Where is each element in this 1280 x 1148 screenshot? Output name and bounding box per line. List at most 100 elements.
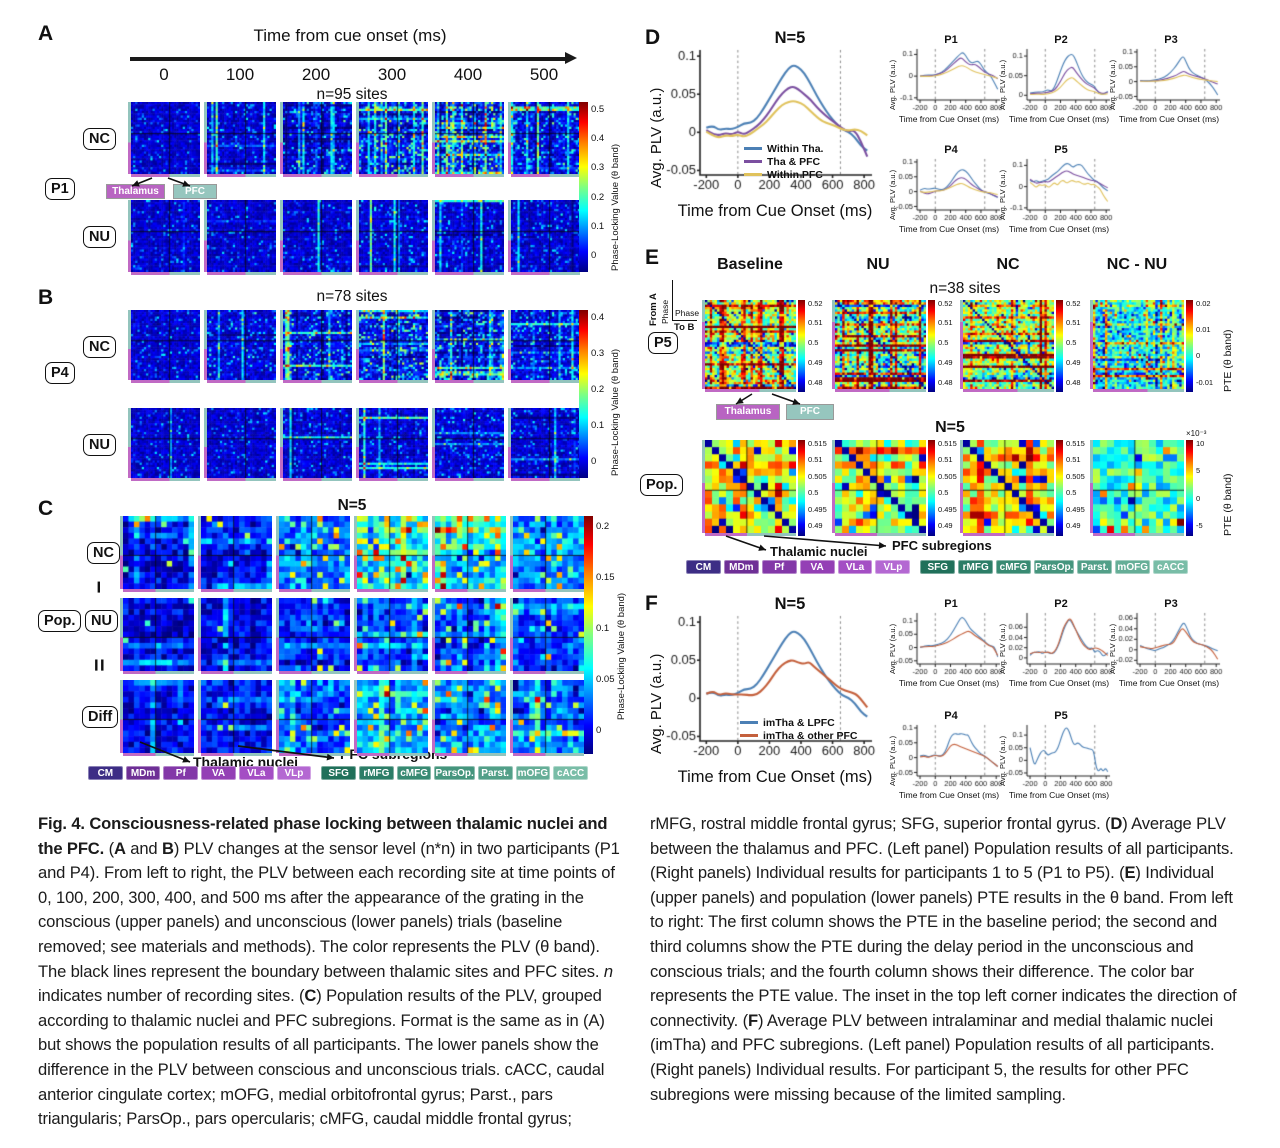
panel-e-pop-title: N=5 [935,419,965,436]
pfc-thalamus-left-strip [432,680,435,753]
region-chip-CM: CM [686,560,721,574]
panel-f-main-chart [660,608,880,768]
thalamus-pfc-bottom-strip [131,380,200,383]
legend-item: Tha & PFC [744,155,823,168]
panel-c-nu-map-2 [276,598,350,674]
colorbar-tick: 0.2 [596,520,610,532]
region-chip-ParsOp: ParsOp. [434,766,475,780]
thalamus-pfc-bottom-strip [283,174,352,177]
thalamus-pfc-bottom-strip [207,478,276,481]
colorbar-tick: 0.515 [808,438,827,448]
panel-a-nc-map-2 [280,102,352,177]
pfc-thalamus-left-strip [204,102,207,174]
panel-e-p5-nc-map [960,300,1054,392]
panel-c-row-diff: Diff [82,706,119,728]
colorbar-tick: 0.49 [808,358,823,368]
panel-e-p5-baseline-map [702,300,796,392]
colorbar-tick: 0.51 [1066,455,1081,465]
panel-c-nu-map-0 [120,598,194,674]
thalamus-pfc-bottom-strip [283,478,352,481]
panel-a-nu-map-2-canvas [283,200,352,272]
panel-b-nc-map-4 [432,310,504,383]
panel-b-nu-map-1 [204,408,276,481]
panel-b-nc-map-5-canvas [511,310,580,380]
colorbar-tick: 0.52 [938,298,953,308]
panel-b-row-nu: NU [83,434,116,456]
region-chip-SFG: SFG [920,560,956,574]
legend-label: imTha & LPFC [763,716,835,729]
caption-segment: rMFG, rostral middle frontal gyrus; SFG,… [650,814,1111,833]
region-chip-cACC: cACC [553,766,588,780]
panel-d-xlabel: Time from Cue Onset (ms) [677,202,873,220]
panel-c-row-nu: NU [85,610,118,632]
panel-c-pop-label: Pop. [38,610,82,632]
pointer-arrow [237,745,335,761]
panel-e-p5-diff-map-canvas [1093,300,1184,389]
panel-e-p5-nc-map-canvas [963,300,1054,389]
thalamus-pfc-bottom-strip [283,272,352,275]
panel-e-p5-cb-diff [1186,300,1193,392]
panel-b-nc-map-3 [356,310,428,383]
inset-phase-horizontal: Phase [675,308,700,318]
thalamus-pfc-bottom-strip [963,533,1054,536]
legend-item: imTha & LPFC [740,716,858,729]
colorbar-tick: 0 [591,250,597,261]
caption-segment: n [603,961,613,981]
thalamus-pfc-bottom-strip [201,589,272,592]
panel-c-diff-map-3-canvas [357,680,428,753]
panel-a-label: A [38,22,54,45]
panel-f-sub-chart-P1 [896,608,1004,676]
panel-c-nc-map-4-canvas [435,516,506,589]
panel-c-nc-map-3 [354,516,428,592]
panel-e-pop-nc-map [960,440,1054,536]
panel-a-nc-map-3 [356,102,428,177]
panel-c-label: C [38,497,54,520]
panel-d-label: D [645,26,661,49]
panel-a-nc-map-5-canvas [511,102,580,174]
panel-a-nc-map-0 [128,102,200,177]
pfc-thalamus-left-strip [432,102,435,174]
region-chip-mOFG: mOFG [515,766,551,780]
thalamus-pfc-bottom-strip [123,671,194,674]
panel-c-nu-map-0-canvas [123,598,194,671]
panel-e-header-baseline: Baseline [717,256,783,273]
caption-left-column: Fig. 4. Consciousness-related phase lock… [38,812,622,1132]
thalamus-pfc-bottom-strip [201,753,272,756]
pfc-thalamus-left-strip [508,200,511,272]
region-chip-cMFG: cMFG [996,560,1032,574]
thalamus-pfc-bottom-strip [123,589,194,592]
panel-b-nu-map-1-canvas [207,408,276,478]
colorbar-tick: 0.1 [591,220,605,232]
colorbar-tick: 0.505 [808,471,827,481]
panel-c-diff-map-2 [276,680,350,756]
pfc-thalamus-left-strip [354,516,357,589]
panel-c-nu-map-2-canvas [279,598,350,671]
pfc-thalamus-left-strip [832,300,835,389]
panel-f-sub-title-P1: P1 [944,598,958,610]
thalamus-pfc-bottom-strip [279,753,350,756]
panel-d-sub-chart-P2 [1006,44,1114,112]
thalamus-pfc-bottom-strip [279,589,350,592]
panel-e-p5-label: P5 [648,332,678,354]
pte-label-p5: PTE (θ band) [1222,329,1234,392]
colorbar-tick: 0.5 [938,488,949,498]
colorbar-tick: 5 [1196,466,1201,476]
thalamus-pfc-bottom-strip [835,533,926,536]
pfc-thalamus-left-strip [128,310,131,380]
pte-exp: ×10⁻³ [1186,429,1207,438]
thalamus-pfc-bottom-strip [357,753,428,756]
thalamus-pfc-bottom-strip [513,671,584,674]
panel-f-sub-title-P2: P2 [1054,598,1068,610]
pointer-arrow [139,741,191,763]
panel-f-sub-title-P3: P3 [1164,598,1178,610]
panel-d-sub-chart-P3 [1116,44,1224,112]
thalamus-pfc-bottom-strip [513,753,584,756]
caption-segment: A [113,838,126,858]
panel-b-nu-map-5-canvas [511,408,580,478]
panel-c-nc-map-1 [198,516,272,592]
colorbar-tick: 0.1 [591,420,605,432]
panel-a-nc-map-2-canvas [283,102,352,174]
pfc-thalamus-left-strip [960,300,963,389]
colorbar-tick: 0.15 [596,571,615,583]
panel-c-nc-map-3-canvas [357,516,428,589]
